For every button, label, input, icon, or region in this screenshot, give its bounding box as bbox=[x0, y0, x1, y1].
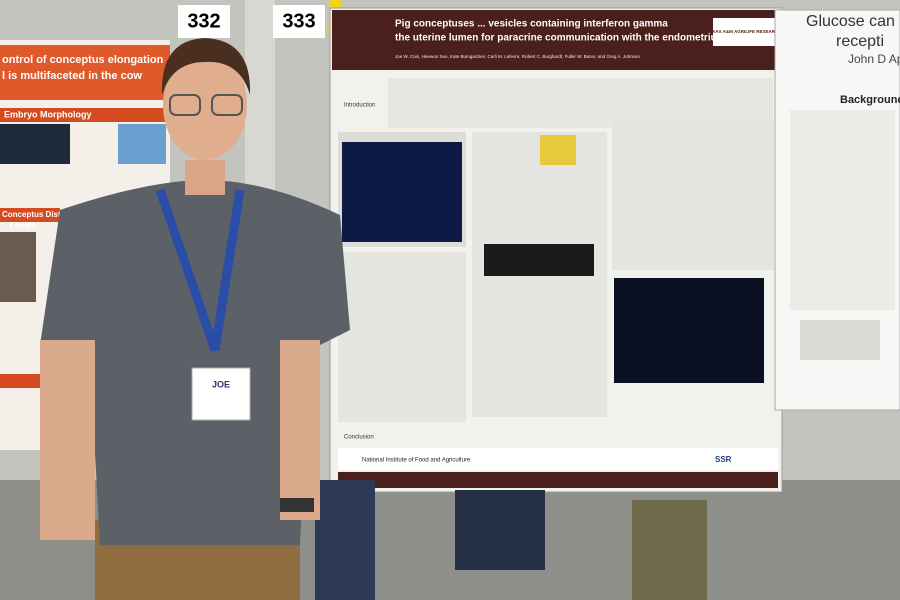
diagram bbox=[540, 135, 576, 165]
text-block bbox=[790, 110, 895, 310]
poster-title: the uterine lumen for paracrine communic… bbox=[395, 33, 726, 44]
section-title: Conclusion bbox=[344, 435, 374, 441]
figure bbox=[800, 320, 880, 360]
micrograph bbox=[614, 278, 764, 383]
section-title: Length bbox=[10, 221, 37, 230]
section-title: Introduction bbox=[344, 103, 375, 109]
micrograph bbox=[342, 142, 462, 242]
section-title: Conceptus Distributi bbox=[2, 210, 81, 219]
watch bbox=[280, 498, 314, 512]
poster-header bbox=[0, 45, 170, 100]
shirt bbox=[40, 180, 350, 545]
arm bbox=[40, 340, 95, 540]
badge-name: JOE bbox=[212, 379, 230, 389]
figure bbox=[118, 124, 166, 164]
section-bar bbox=[0, 108, 170, 122]
logo-box bbox=[713, 18, 775, 46]
poster-title: recepti bbox=[836, 33, 884, 50]
number-card bbox=[178, 5, 230, 38]
figure bbox=[0, 232, 36, 302]
poster-title: ontrol of conceptus elongation bbox=[2, 54, 164, 66]
board-number: 333 bbox=[282, 10, 315, 32]
glasses bbox=[211, 94, 243, 116]
poster-author: John D Ap bbox=[848, 52, 900, 66]
face bbox=[163, 50, 247, 160]
text-block bbox=[388, 78, 773, 128]
poster-title: Glucose can bbox=[806, 13, 895, 30]
figure bbox=[0, 124, 70, 164]
section-title: Embryo Morphology bbox=[4, 109, 92, 119]
poster-title: Pig conceptuses ... vesicles containing … bbox=[395, 19, 668, 30]
footer-bar bbox=[338, 448, 778, 470]
person-legs bbox=[315, 480, 375, 600]
footer-logo: SSR bbox=[715, 455, 732, 464]
section-title: Background bbox=[840, 94, 900, 106]
arm bbox=[280, 340, 320, 520]
micrograph bbox=[484, 244, 594, 276]
section-bar bbox=[0, 208, 60, 222]
poster-title: l is multifaceted in the cow bbox=[2, 70, 142, 82]
number-card bbox=[273, 5, 325, 38]
badge bbox=[191, 367, 251, 421]
glasses bbox=[169, 94, 201, 116]
person-legs bbox=[455, 490, 545, 570]
person-legs bbox=[632, 500, 707, 600]
board-number: 332 bbox=[187, 10, 220, 32]
footer-text: National Institute of Food and Agricultu… bbox=[362, 458, 471, 464]
logo: TEXAS A&M AGRILIFE RESEARCH bbox=[707, 29, 782, 34]
poster-authors: Joe W. Cain, Heewon Seo, Kate Bumgardner… bbox=[395, 54, 640, 59]
panel bbox=[612, 120, 774, 270]
footer-band bbox=[338, 472, 778, 488]
poster-header bbox=[332, 10, 780, 70]
hair bbox=[161, 38, 251, 95]
neck bbox=[185, 160, 225, 195]
lanyard bbox=[155, 188, 245, 352]
panel bbox=[338, 252, 466, 422]
